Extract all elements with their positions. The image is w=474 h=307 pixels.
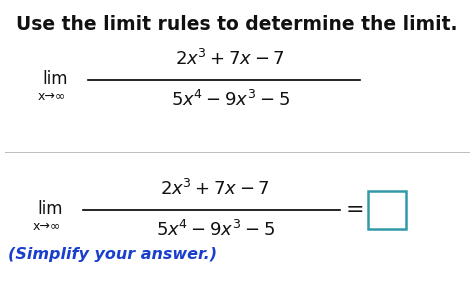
Text: Use the limit rules to determine the limit.: Use the limit rules to determine the lim… <box>16 15 458 34</box>
Text: $5x^4 - 9x^3 - 5$: $5x^4 - 9x^3 - 5$ <box>171 90 290 110</box>
FancyBboxPatch shape <box>368 191 406 229</box>
Text: lim: lim <box>37 200 63 218</box>
Text: $2x^3 + 7x - 7$: $2x^3 + 7x - 7$ <box>175 49 285 69</box>
Text: lim: lim <box>42 70 68 88</box>
Text: $2x^3 + 7x - 7$: $2x^3 + 7x - 7$ <box>160 179 270 199</box>
Text: x→∞: x→∞ <box>38 91 66 103</box>
Text: $5x^4 - 9x^3 - 5$: $5x^4 - 9x^3 - 5$ <box>155 220 274 240</box>
Text: =: = <box>346 200 365 220</box>
Text: x→∞: x→∞ <box>33 220 61 234</box>
Text: (Simplify your answer.): (Simplify your answer.) <box>8 247 217 262</box>
